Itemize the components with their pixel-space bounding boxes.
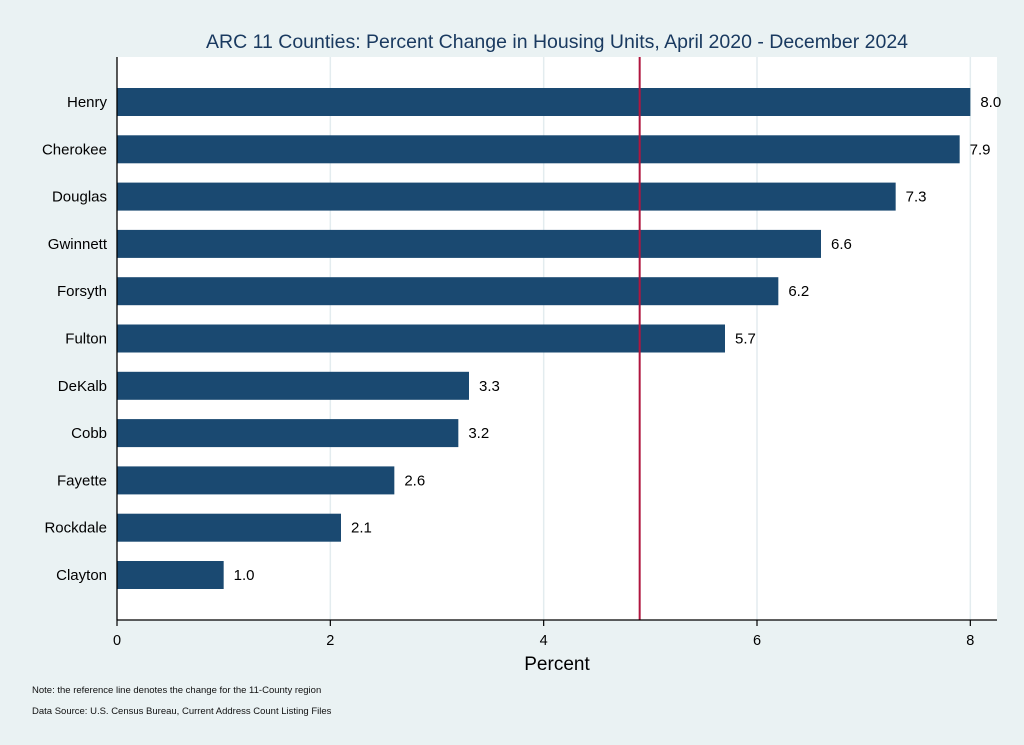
data-label: 6.2 — [788, 283, 809, 300]
data-label: 7.3 — [906, 189, 927, 206]
category-label: Rockdale — [44, 520, 107, 537]
bar-clayton — [117, 561, 224, 589]
category-label: Fayette — [57, 472, 107, 489]
bar-dekalb — [117, 371, 469, 400]
data-source-note: Data Source: U.S. Census Bureau, Current… — [32, 706, 332, 717]
x-tick-label: 4 — [540, 633, 548, 649]
category-label: Gwinnett — [48, 236, 108, 253]
x-axis-label: Percent — [524, 654, 590, 675]
data-label: 5.7 — [735, 331, 756, 348]
x-tick-label: 2 — [326, 633, 334, 649]
category-label: Henry — [67, 94, 108, 111]
category-label: Douglas — [52, 189, 107, 206]
bar-fayette — [117, 466, 395, 495]
bar-henry — [117, 88, 971, 116]
bar-cobb — [117, 419, 459, 448]
data-label: 3.3 — [479, 378, 500, 395]
category-label: Cherokee — [42, 141, 107, 158]
data-label: 2.6 — [404, 472, 425, 489]
bar-fulton — [117, 324, 725, 353]
data-label: 2.1 — [351, 520, 372, 537]
bar-forsyth — [117, 277, 779, 306]
category-label: Clayton — [56, 567, 107, 584]
x-tick-label: 8 — [966, 633, 974, 649]
bar-gwinnett — [117, 229, 821, 258]
data-label: 6.6 — [831, 236, 852, 253]
data-label: 3.2 — [468, 425, 489, 442]
category-label: DeKalb — [58, 378, 107, 395]
bar-rockdale — [117, 513, 341, 542]
reference-note: Note: the reference line denotes the cha… — [32, 685, 322, 696]
bar-cherokee — [117, 135, 960, 164]
x-tick-label: 0 — [113, 633, 121, 649]
data-label: 1.0 — [234, 567, 255, 584]
chart-title: ARC 11 Counties: Percent Change in Housi… — [206, 31, 908, 53]
data-label: 8.0 — [980, 94, 1001, 111]
data-label: 7.9 — [970, 141, 991, 158]
x-tick-label: 6 — [753, 633, 761, 649]
category-label: Forsyth — [57, 283, 107, 300]
bar-douglas — [117, 182, 896, 211]
category-label: Fulton — [65, 331, 107, 348]
category-label: Cobb — [71, 425, 107, 442]
